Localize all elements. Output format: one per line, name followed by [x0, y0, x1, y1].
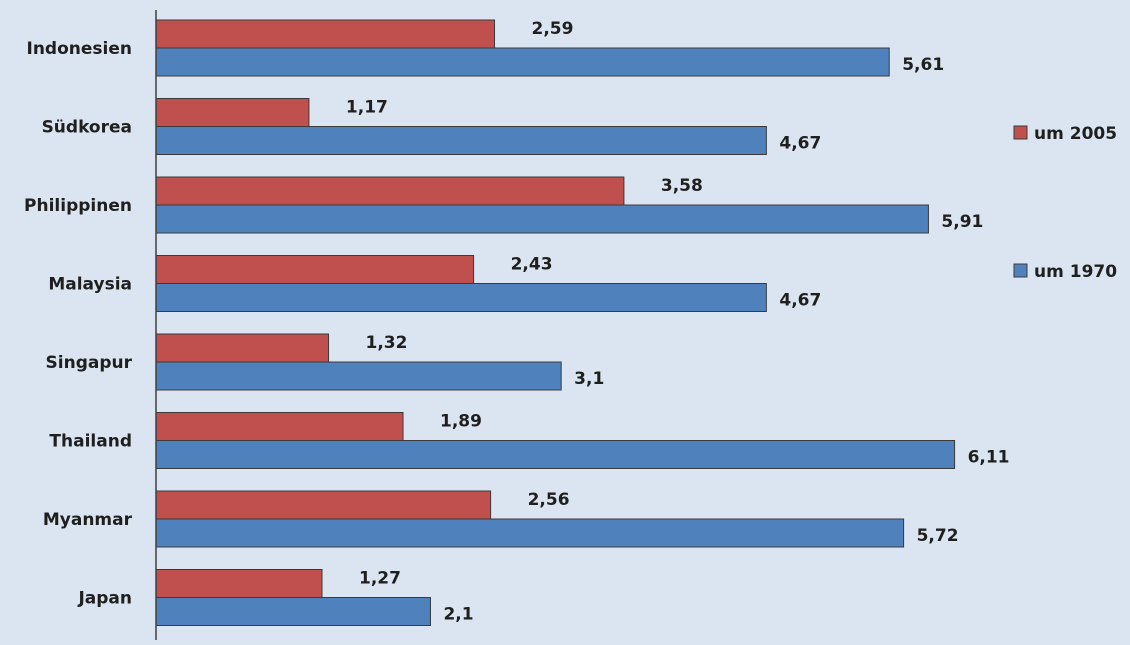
data-label: 5,61: [902, 55, 944, 75]
data-label: 2,56: [528, 490, 570, 510]
category-label: Thailand: [49, 432, 132, 452]
bar-um-1970: [156, 284, 766, 312]
bar-um-1970: [156, 127, 766, 155]
data-label: 5,91: [941, 212, 983, 232]
data-label: 6,11: [968, 448, 1010, 468]
data-label: 3,58: [661, 176, 703, 196]
data-label: 1,27: [359, 569, 401, 589]
legend-label: um 2005: [1034, 124, 1117, 144]
category-label: Japan: [77, 589, 132, 609]
legend-swatch: [1014, 264, 1027, 277]
bar-um-1970: [156, 441, 955, 469]
bar-um-1970: [156, 362, 561, 390]
legend-swatch: [1014, 126, 1027, 139]
data-label: 2,1: [443, 605, 473, 625]
data-label: 4,67: [779, 134, 821, 154]
category-label: Indonesien: [27, 39, 133, 59]
bar-um-1970: [156, 48, 889, 76]
bar-um-2005: [156, 413, 403, 441]
bar-um-2005: [156, 256, 474, 284]
category-label: Myanmar: [43, 510, 133, 530]
data-label: 1,89: [440, 412, 482, 432]
data-label: 5,72: [917, 526, 959, 546]
bar-um-2005: [156, 20, 495, 48]
legend-label: um 1970: [1034, 262, 1117, 282]
bar-um-2005: [156, 334, 329, 362]
data-label: 4,67: [779, 291, 821, 311]
category-label: Südkorea: [42, 118, 132, 138]
bar-um-2005: [156, 99, 309, 127]
data-label: 1,17: [346, 98, 388, 118]
bar-um-1970: [156, 205, 928, 233]
data-label: 2,43: [511, 255, 553, 275]
data-label: 3,1: [574, 369, 604, 389]
category-label: Philippinen: [24, 196, 132, 216]
bar-um-1970: [156, 519, 904, 547]
category-label: Malaysia: [48, 275, 132, 295]
category-label: Singapur: [46, 353, 133, 373]
bar-um-2005: [156, 177, 624, 205]
bar-um-2005: [156, 491, 491, 519]
data-label: 1,32: [366, 333, 408, 353]
data-label: 2,59: [532, 19, 574, 39]
bar-um-1970: [156, 598, 430, 626]
bar-um-2005: [156, 570, 322, 598]
